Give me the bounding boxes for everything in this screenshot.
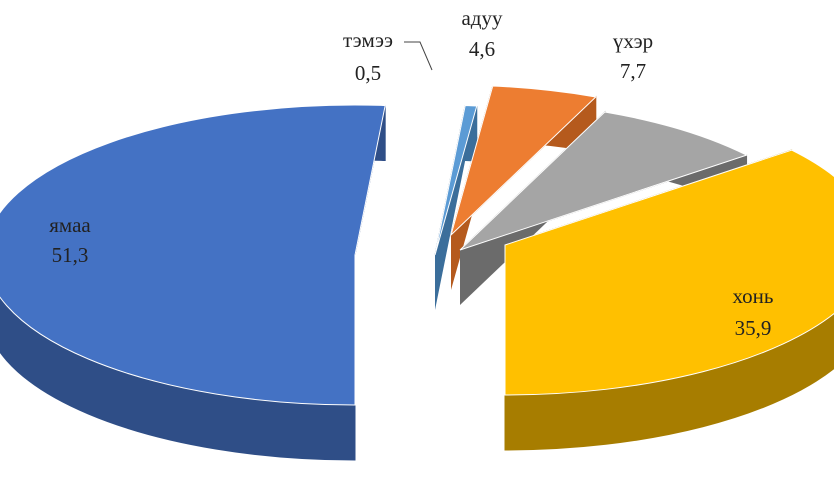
slice-label-3: үхэр [613, 29, 653, 53]
slice-value-1: 0,5 [355, 61, 381, 85]
slice-0 [0, 104, 386, 406]
slice-4 [504, 149, 834, 396]
data-labels: ямаа 51,3 тэмээ 0,5 адуу 4,6 үхэр 7,7 хонь 35,9 [49, 6, 773, 340]
slice-label-4: хонь [732, 284, 773, 308]
slice-label-0: ямаа [49, 213, 91, 237]
slice-value-0: 51,3 [52, 243, 89, 267]
leader-line [404, 41, 433, 71]
slice-label-2: адуу [461, 6, 503, 30]
slice-3 [459, 111, 748, 251]
slice-value-2: 4,6 [469, 37, 495, 61]
slice-value-3: 7,7 [620, 59, 646, 83]
slice-2 [450, 85, 597, 237]
slice-label-1: тэмээ [343, 28, 393, 52]
slice-1 [434, 104, 478, 256]
slice-tops [0, 85, 834, 406]
slice-value-4: 35,9 [735, 316, 772, 340]
